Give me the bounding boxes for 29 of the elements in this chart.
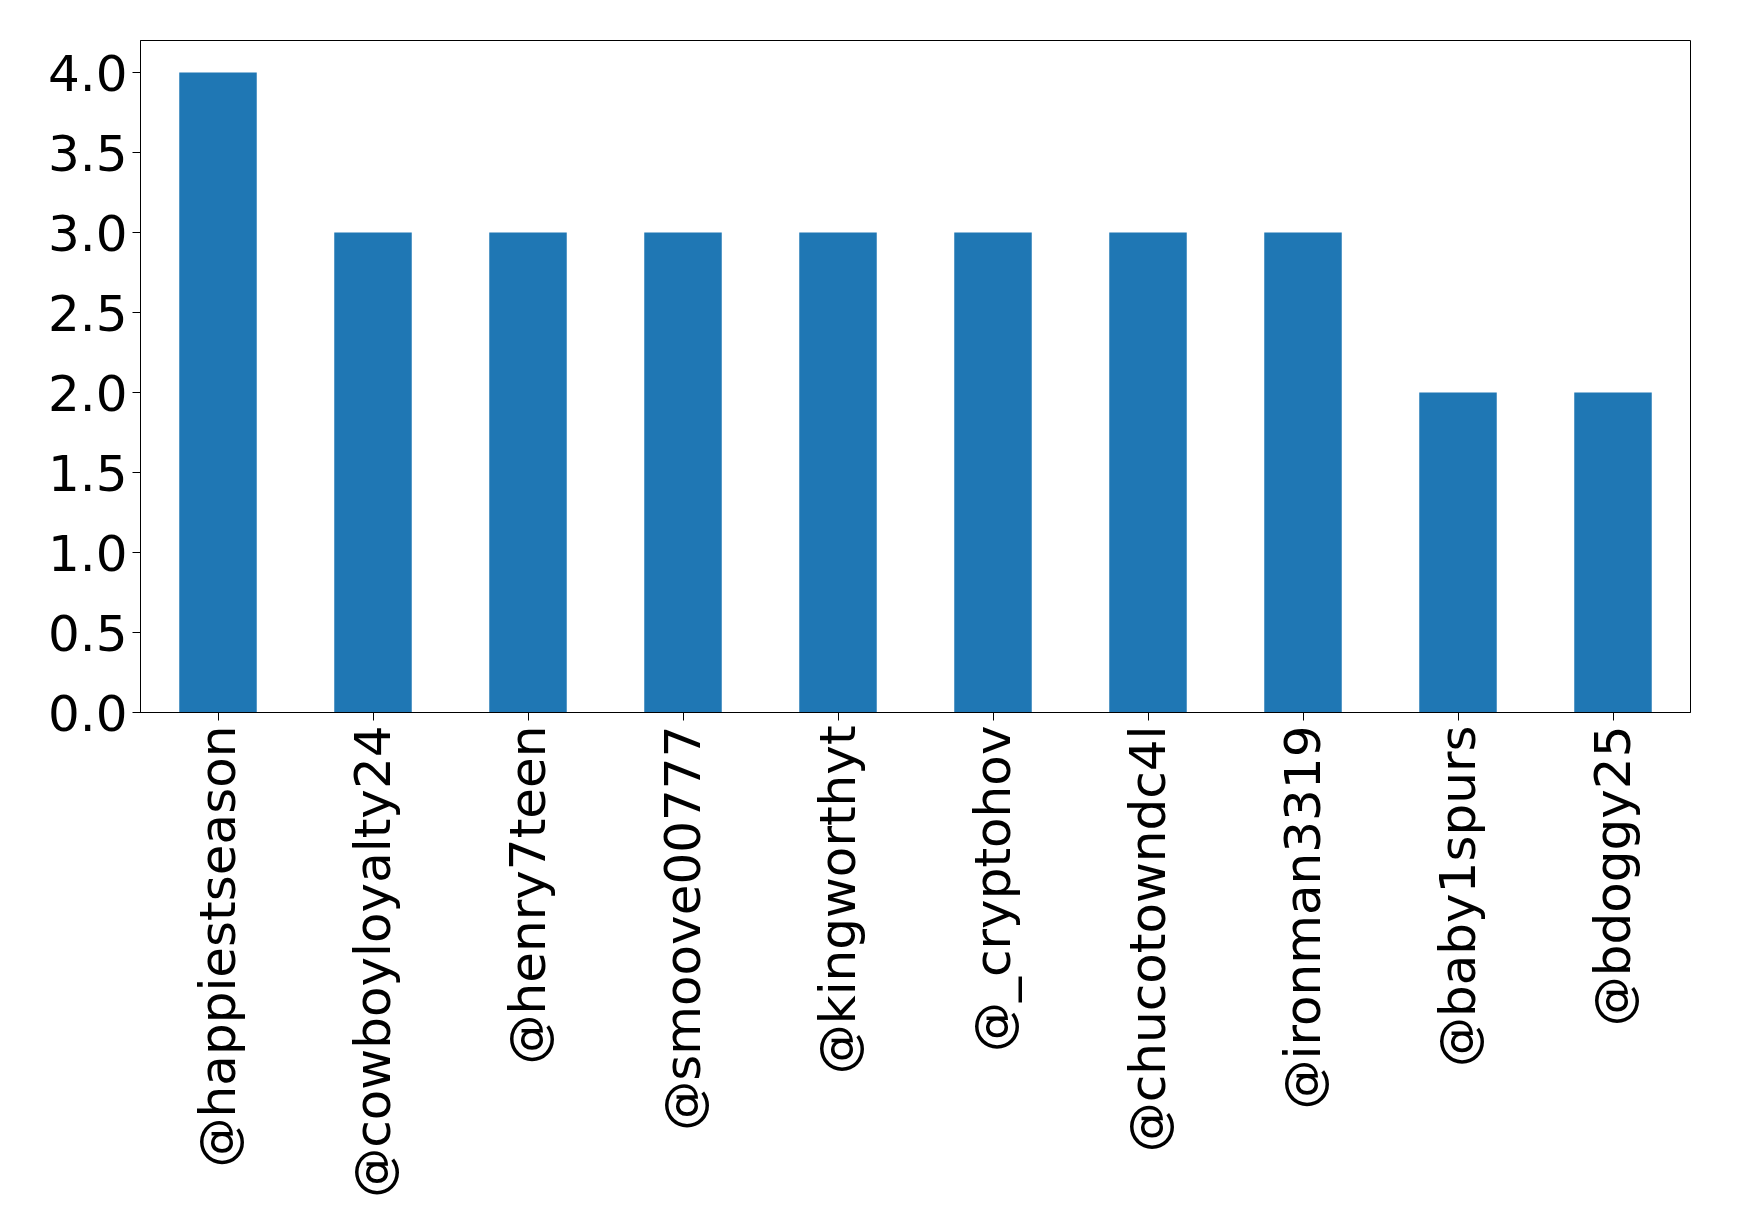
y-tick-label: 3.5 — [47, 124, 128, 183]
y-tick-label: 2.5 — [47, 284, 128, 343]
bar — [334, 232, 412, 713]
bar — [489, 232, 567, 713]
bar — [1109, 232, 1187, 713]
y-tick-label: 3.0 — [47, 204, 128, 263]
x-tick-label: @baby1spurs — [1429, 725, 1487, 1068]
bar — [1264, 232, 1342, 713]
x-tick-label: @henry7teen — [499, 725, 557, 1065]
x-tick-label: @chucotowndc4l — [1119, 725, 1177, 1153]
bar — [1574, 392, 1652, 713]
y-tick-label: 4.0 — [47, 44, 128, 103]
bar — [644, 232, 722, 713]
bar — [1419, 392, 1497, 713]
bar — [954, 232, 1032, 713]
x-tick-label: @happiestseason — [189, 725, 247, 1168]
x-tick-label: @_cryptohov — [964, 725, 1022, 1052]
x-tick-label: @kingworthyt — [809, 725, 867, 1075]
bar — [799, 232, 877, 713]
y-tick-label: 0.0 — [47, 684, 128, 743]
x-tick-label: @bdoggy25 — [1584, 725, 1642, 1027]
y-tick-label: 0.5 — [47, 604, 128, 663]
y-tick-label: 2.0 — [47, 364, 128, 423]
y-tick-label: 1.5 — [47, 444, 128, 503]
bar — [179, 72, 257, 713]
x-tick-label: @cowboyloyalty24 — [344, 725, 402, 1198]
y-tick-label: 1.0 — [47, 524, 128, 583]
x-tick-label: @ironman3319 — [1274, 725, 1332, 1110]
x-tick-label: @smoove00777 — [654, 725, 712, 1131]
